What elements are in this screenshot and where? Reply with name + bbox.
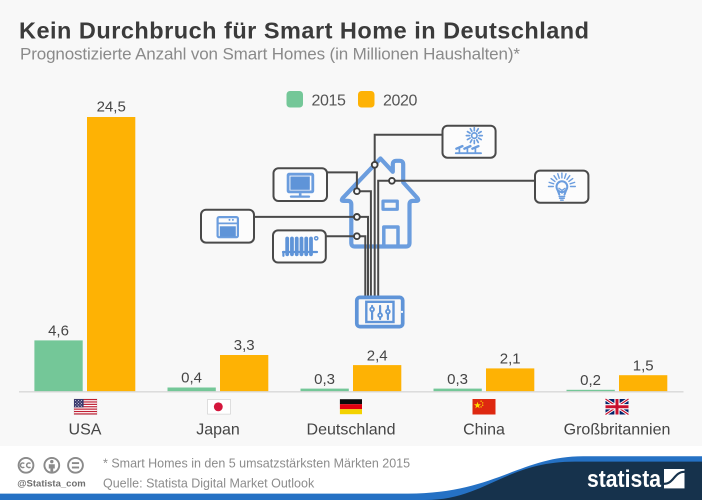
svg-text:Prognostizierte Anzahl von Sma: Prognostizierte Anzahl von Smart Homes (… [20, 45, 520, 64]
svg-text:4,6: 4,6 [48, 323, 69, 340]
svg-text:24,5: 24,5 [97, 99, 126, 116]
svg-text:0,3: 0,3 [447, 371, 468, 388]
svg-text:China: China [463, 422, 505, 439]
svg-text:0,2: 0,2 [580, 372, 601, 389]
svg-text:2,1: 2,1 [500, 351, 521, 368]
svg-text:USA: USA [69, 422, 102, 439]
svg-text:@Statista_com: @Statista_com [17, 479, 85, 490]
svg-text:1,5: 1,5 [633, 357, 654, 374]
svg-text:3,3: 3,3 [234, 337, 255, 354]
svg-text:2,4: 2,4 [367, 347, 388, 364]
svg-text:Deutschland: Deutschland [307, 422, 396, 439]
svg-text:0,3: 0,3 [314, 371, 335, 388]
svg-text:* Smart Homes in den 5 umsatzs: * Smart Homes in den 5 umsatzstärksten M… [103, 457, 410, 471]
svg-text:0,4: 0,4 [181, 370, 202, 387]
svg-text:Japan: Japan [196, 422, 240, 439]
svg-text:statista: statista [587, 466, 662, 493]
svg-text:Quelle: Statista Digital Marke: Quelle: Statista Digital Market Outlook [103, 477, 315, 491]
svg-text:Kein Durchbruch für Smart Home: Kein Durchbruch für Smart Home in Deutsc… [19, 18, 589, 44]
svg-text:2020: 2020 [383, 93, 417, 110]
svg-text:Großbritannien: Großbritannien [564, 422, 671, 439]
svg-text:2015: 2015 [312, 93, 346, 110]
